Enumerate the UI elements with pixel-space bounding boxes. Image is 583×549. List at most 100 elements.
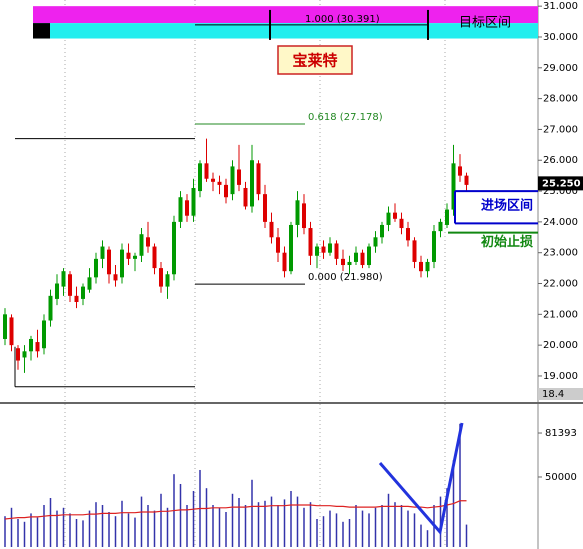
y-tick-label: 31.000: [543, 1, 578, 12]
candle-body: [224, 184, 228, 198]
candle-body: [87, 277, 92, 290]
candle-body: [217, 181, 222, 185]
target-zone-top: [33, 6, 538, 24]
candle-body: [133, 255, 137, 259]
candle-body: [198, 163, 202, 192]
candle-body: [302, 203, 306, 229]
candle-body: [61, 271, 66, 287]
candle-body: [334, 243, 339, 259]
candle-body: [48, 295, 53, 321]
y-tick-label: 19.000: [543, 371, 578, 382]
y-tick-label: 20.000: [543, 340, 578, 351]
volume-ma: [4, 500, 467, 520]
candle-body: [321, 246, 326, 253]
candle-body: [341, 258, 345, 266]
bottom-label: 18.4: [542, 389, 564, 400]
candle-body: [3, 314, 7, 339]
candle-body: [126, 252, 131, 259]
candle-body: [139, 234, 144, 256]
fib-label: 0.000 (21.980): [308, 272, 383, 283]
candle-body: [81, 286, 85, 299]
candle-body: [29, 338, 33, 352]
y-tick-label: 26.000: [543, 155, 578, 166]
candle-body: [243, 187, 248, 207]
candle-body: [347, 261, 352, 266]
v-tick-label: 50000: [545, 472, 577, 483]
candle-body: [315, 246, 319, 256]
candle-body: [328, 243, 332, 253]
candle-body: [445, 209, 449, 225]
candle-body: [360, 252, 365, 266]
candle-body: [55, 283, 59, 299]
title-box: [277, 45, 353, 75]
candle-body: [432, 231, 436, 262]
candle-body: [367, 246, 371, 266]
y-tick-label: 27.000: [543, 124, 578, 135]
stop-label: 初始止损: [481, 234, 533, 250]
candle-body: [425, 261, 430, 272]
candle-body: [458, 166, 462, 176]
candle-body: [256, 163, 261, 195]
last-price-box: [538, 176, 583, 191]
candle-body: [295, 200, 300, 225]
annotation-v: [378, 422, 464, 536]
candle-body: [412, 240, 417, 262]
y-tick-label: 28.000: [543, 94, 578, 105]
target-marker: [33, 23, 50, 39]
candle-body: [68, 274, 72, 296]
y-tick-label: 30.000: [543, 32, 578, 43]
y-tick-label: 23.000: [543, 248, 578, 259]
candle-body: [354, 252, 358, 262]
candle-body: [146, 237, 150, 247]
vertical-grid: [64, 0, 446, 548]
fib-label: 1.000 (30.391): [305, 14, 380, 25]
candle-body: [464, 175, 469, 185]
candle-body: [165, 274, 170, 287]
target-zone-bottom: [33, 23, 538, 39]
y-tick-label: 21.000: [543, 309, 578, 320]
candle-body: [211, 178, 215, 182]
candle-body: [237, 169, 241, 185]
candle-body: [399, 218, 404, 229]
y-tick-label: 22.000: [543, 279, 578, 290]
v-tick-label: 81393: [545, 428, 577, 439]
candle-body: [204, 163, 209, 179]
candle-body: [159, 268, 163, 287]
candle-body: [308, 228, 313, 256]
candle-body: [393, 212, 397, 219]
candle-body: [16, 348, 20, 361]
candle-body: [185, 200, 189, 216]
last-price-label: 25.250: [542, 178, 581, 189]
candle-body: [152, 246, 157, 269]
candle-body: [282, 252, 287, 272]
bottom-label-box: [538, 388, 583, 400]
candle-body: [107, 249, 111, 275]
candle-body: [373, 237, 378, 247]
candle-body: [419, 261, 423, 272]
target-zone-label: 目标区间: [459, 16, 511, 31]
candle-body: [438, 221, 443, 232]
candle-body: [276, 237, 280, 253]
candle-body: [94, 258, 98, 278]
candle-body: [386, 212, 391, 225]
candle-body: [406, 228, 410, 241]
candle-body: [230, 166, 235, 195]
candle-body: [113, 274, 118, 281]
y-tick-label: 25.000: [543, 186, 578, 197]
candle-body: [380, 224, 384, 238]
candle-body: [22, 351, 27, 358]
candle-body: [9, 317, 14, 346]
candle-body: [289, 224, 293, 272]
candle-body: [250, 160, 254, 207]
chart-title: 宝莱特: [292, 52, 337, 70]
candle-body: [35, 342, 40, 352]
candle-body: [42, 320, 46, 349]
y-tick-label: 29.000: [543, 63, 578, 74]
candle-body: [269, 221, 274, 238]
candle-body: [172, 221, 176, 275]
candle-body: [263, 194, 267, 222]
candle-body: [451, 163, 456, 210]
candle-body: [191, 187, 196, 216]
